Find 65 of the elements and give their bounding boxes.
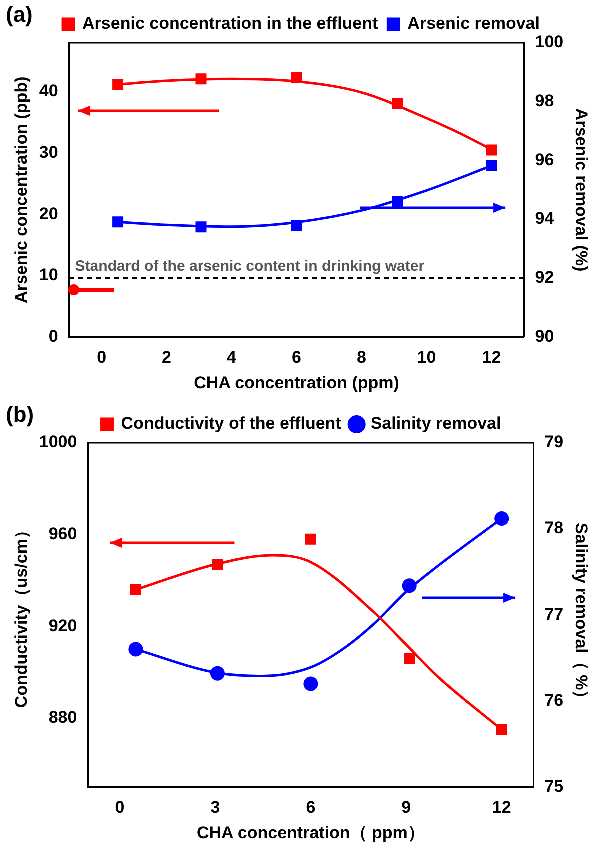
y-tick-label: 920 xyxy=(48,616,78,636)
y-tick-label: 30 xyxy=(39,143,58,162)
legend-label: Arsenic concentration in the effluent xyxy=(82,14,379,34)
point xyxy=(392,196,403,208)
y2-tick-label: 78 xyxy=(544,518,564,538)
y-tick-label: 40 xyxy=(39,82,58,101)
x-tick-label: 6 xyxy=(292,348,302,368)
ref-line-label: Standard of the arsenic content in drinking water xyxy=(75,258,425,275)
y2-tick-label: 79 xyxy=(544,432,564,452)
point xyxy=(304,676,318,692)
y-axis-title: Arsenic concentration (ppb) xyxy=(12,76,31,304)
point xyxy=(212,559,224,570)
point xyxy=(486,160,498,172)
point xyxy=(496,724,508,736)
x-tick-label: 3 xyxy=(210,798,220,818)
y2-tick-label: 92 xyxy=(535,268,554,288)
y2-tick-label: 96 xyxy=(535,150,554,170)
x-tick-label: 0 xyxy=(97,348,107,368)
y-tick-label: 0 xyxy=(48,326,58,346)
point xyxy=(128,642,144,657)
x-tick-label: 6 xyxy=(306,798,316,818)
y2-tick-label: 76 xyxy=(544,690,564,710)
x-tick-label: 12 xyxy=(492,798,512,818)
y2-tick-label: 90 xyxy=(535,326,554,346)
y-axis-title: Conductivity（us/cm） xyxy=(12,522,31,708)
point xyxy=(392,98,403,110)
x-tick-label: 9 xyxy=(402,798,412,818)
point xyxy=(112,216,124,228)
x-tick-label: 10 xyxy=(417,348,436,368)
legend-label: Arsenic removal xyxy=(408,14,540,34)
legend-label: Conductivity of the effluent xyxy=(121,414,342,434)
point xyxy=(112,79,124,90)
y2-axis-title: Arsenic removal (%) xyxy=(572,108,592,272)
y2-tick-label: 77 xyxy=(544,604,564,624)
point xyxy=(196,222,207,233)
point xyxy=(402,578,417,594)
x-tick-label: 2 xyxy=(162,348,172,368)
text: (a) xyxy=(6,2,33,28)
y-tick-label: 880 xyxy=(48,708,78,728)
y-tick-label: 960 xyxy=(48,524,78,544)
point xyxy=(404,653,416,664)
x-tick-label: 8 xyxy=(357,348,366,368)
y2-axis-title: Salinity removal（ %） xyxy=(572,522,592,708)
x-tick-label: 0 xyxy=(115,798,125,818)
point xyxy=(291,72,302,84)
legend-label: Salinity removal xyxy=(370,414,502,434)
point xyxy=(196,74,207,85)
y2-tick-label: 94 xyxy=(535,209,555,228)
y2-tick-label: 98 xyxy=(535,92,554,111)
y2-tick-label: 75 xyxy=(544,776,564,796)
point xyxy=(486,144,498,156)
x-axis-title: CHA concentration (ppm) xyxy=(194,373,400,392)
y-tick-label: 20 xyxy=(39,204,58,224)
x-axis-title: CHA concentration（ ppm） xyxy=(196,823,425,842)
y2-tick-label: 100 xyxy=(535,32,564,52)
point xyxy=(291,220,302,232)
text: (b) xyxy=(6,402,34,428)
x-tick-label: 12 xyxy=(482,348,502,368)
y-tick-label: 10 xyxy=(39,266,58,285)
x-tick-label: 4 xyxy=(227,348,238,368)
point xyxy=(494,511,510,526)
point xyxy=(130,584,142,596)
point xyxy=(210,666,225,681)
point xyxy=(305,534,316,545)
y-tick-label: 1000 xyxy=(39,432,78,452)
